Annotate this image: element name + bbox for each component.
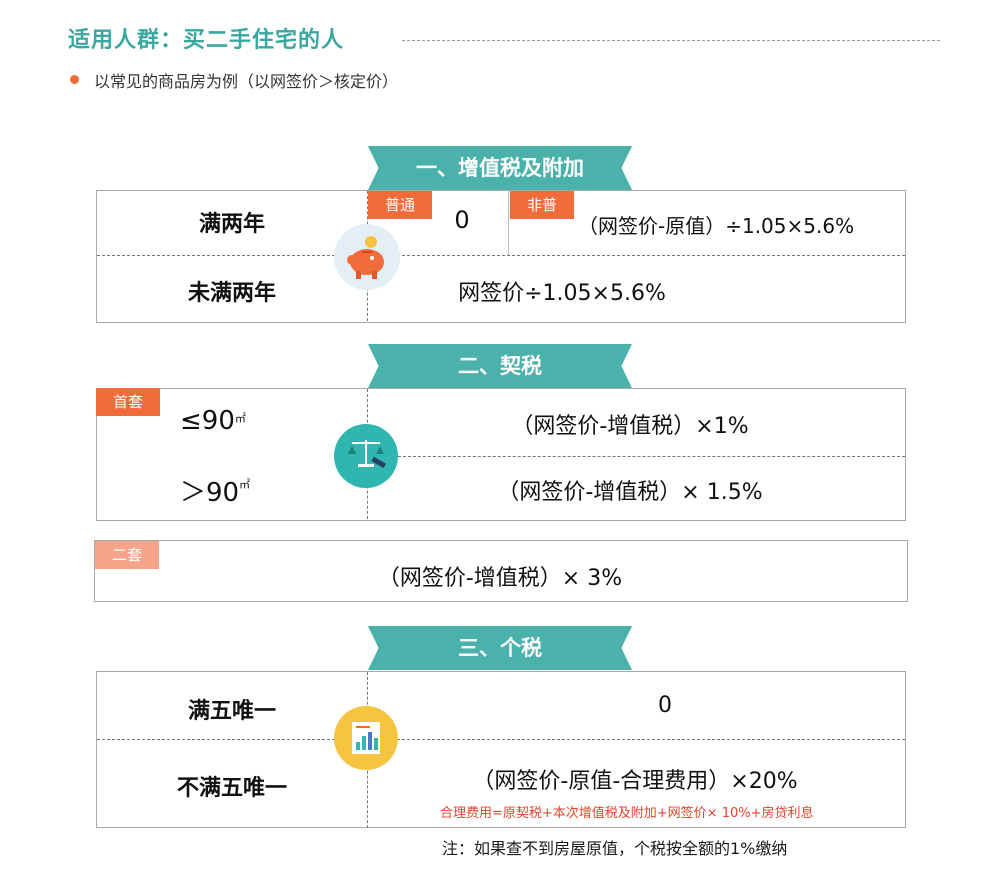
- page-title: 适用人群：买二手住宅的人: [68, 28, 345, 53]
- title-divider: [402, 40, 940, 41]
- second-home-box: [94, 540, 908, 602]
- row-label-full-two-years: 满两年: [198, 212, 265, 237]
- area-unit: ㎡: [239, 478, 251, 491]
- tag-normal: 普通: [368, 191, 432, 219]
- piggy-bank-icon: [334, 224, 400, 290]
- bullet-dot: [70, 75, 79, 84]
- normal-value: 0: [454, 206, 470, 234]
- area-under-90-value: ≤90: [180, 406, 235, 436]
- footnote: 注：如果查不到房屋原值，个税按全额的1%缴纳: [442, 839, 788, 858]
- nonnormal-formula: （网签价-原值）÷1.05×5.6%: [578, 214, 855, 238]
- tag-second-home: 二套: [95, 541, 159, 569]
- section2-table: [96, 388, 906, 521]
- over-90-formula: （网签价-增值税）× 1.5%: [497, 480, 763, 505]
- section2-hdivider: [368, 456, 905, 457]
- second-home-formula: （网签价-增值税）× 3%: [377, 566, 623, 591]
- tag-nonnormal: 非普: [510, 191, 574, 219]
- area-over-90-value: ＞90: [180, 478, 240, 508]
- area-over-90: ＞90㎡: [180, 472, 280, 509]
- under-90-formula: （网签价-增值税）×1%: [511, 414, 749, 439]
- document-chart-icon: [334, 706, 398, 770]
- section2-banner: 二、契税: [368, 344, 632, 388]
- section1-hdivider: [97, 255, 905, 256]
- row-label-five-unique: 满五唯一: [187, 699, 276, 724]
- row-label-under-two-years: 未满两年: [187, 281, 276, 306]
- section3-table: [96, 671, 906, 828]
- under-two-years-formula: 网签价÷1.05×5.6%: [458, 281, 666, 306]
- tag-first-home: 首套: [96, 388, 160, 416]
- section1-table: [96, 190, 906, 323]
- not-five-unique-formula: （网签价-原值-合理费用）×20%: [472, 769, 798, 794]
- row-label-not-five-unique: 不满五唯一: [176, 776, 287, 801]
- area-unit: ㎡: [234, 412, 246, 425]
- section3-banner: 三、个税: [368, 626, 632, 670]
- area-under-90: ≤90㎡: [180, 406, 280, 436]
- five-unique-value: 0: [658, 693, 672, 718]
- section1-inner-divider: [508, 191, 509, 255]
- scales-gavel-icon: [334, 424, 398, 488]
- intro-note: 以常见的商品房为例（以网签价＞核定价）: [94, 72, 399, 91]
- section1-banner: 一、增值税及附加: [368, 146, 632, 190]
- section3-hdivider: [97, 739, 905, 740]
- reasonable-fee-note: 合理费用=原契税+本次增值税及附加+网签价× 10%+房贷利息: [440, 806, 814, 821]
